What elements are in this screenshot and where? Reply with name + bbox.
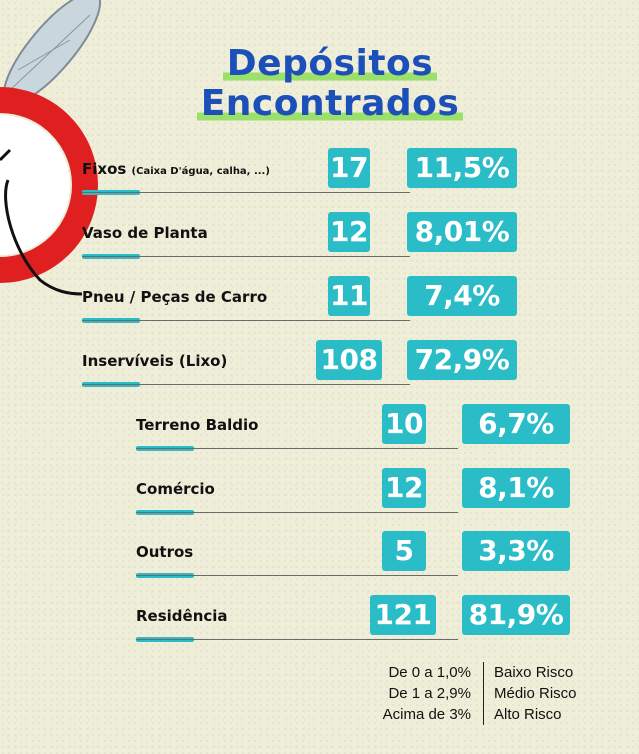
- row-divider: [136, 575, 458, 576]
- legend-range: De 1 a 2,9%: [330, 683, 484, 704]
- percent-badge: 81,9%: [462, 595, 570, 635]
- warning-sign-icon: [0, 87, 98, 283]
- count-badge: 108: [316, 340, 382, 380]
- row-divider: [136, 639, 458, 640]
- legend-range: De 0 a 1,0%: [330, 662, 484, 683]
- row-divider: [82, 192, 410, 193]
- row-label: Fixos (Caixa D'água, calha, ...): [82, 160, 270, 178]
- page-title: Depósitos Encontrados: [180, 43, 480, 124]
- count-badge: 12: [328, 212, 370, 252]
- row-divider: [136, 448, 458, 449]
- list-item: Outros 5 3,3%: [136, 531, 576, 581]
- percent-badge: 7,4%: [407, 276, 517, 316]
- legend-risk: Baixo Risco: [494, 664, 574, 681]
- list-item: Vaso de Planta 12 8,01%: [82, 212, 522, 262]
- row-label: Pneu / Peças de Carro: [82, 288, 268, 306]
- count-badge: 121: [370, 595, 436, 635]
- count-badge: 12: [382, 468, 426, 508]
- row-label: Comércio: [136, 480, 215, 498]
- list-item: Inservíveis (Lixo) 108 72,9%: [82, 340, 522, 390]
- percent-badge: 72,9%: [407, 340, 517, 380]
- percent-badge: 3,3%: [462, 531, 570, 571]
- title-line-2: Encontrados: [196, 83, 464, 124]
- count-badge: 5: [382, 531, 426, 571]
- row-label: Terreno Baldio: [136, 416, 259, 434]
- list-item: Pneu / Peças de Carro 11 7,4%: [82, 276, 522, 326]
- percent-badge: 11,5%: [407, 148, 517, 188]
- legend-range: Acima de 3%: [330, 704, 484, 725]
- row-divider: [82, 256, 410, 257]
- percent-badge: 6,7%: [462, 404, 570, 444]
- row-label: Outros: [136, 543, 194, 561]
- row-sublabel: (Caixa D'água, calha, ...): [131, 166, 270, 177]
- risk-legend: De 0 a 1,0% Baixo Risco De 1 a 2,9% Médi…: [330, 662, 620, 725]
- legend-row: Acima de 3% Alto Risco: [330, 704, 620, 725]
- list-item: Terreno Baldio 10 6,7%: [136, 404, 576, 454]
- legend-row: De 1 a 2,9% Médio Risco: [330, 683, 620, 704]
- list-item: Residência 121 81,9%: [136, 595, 576, 645]
- percent-badge: 8,01%: [407, 212, 517, 252]
- row-divider: [136, 512, 458, 513]
- count-badge: 11: [328, 276, 370, 316]
- row-divider: [82, 320, 410, 321]
- list-item: Fixos (Caixa D'água, calha, ...) 17 11,5…: [82, 148, 522, 198]
- legend-risk: Médio Risco: [494, 685, 577, 702]
- mosquito-warning-illustration: [0, 0, 102, 296]
- row-label: Inservíveis (Lixo): [82, 352, 228, 370]
- percent-badge: 8,1%: [462, 468, 570, 508]
- title-line-1: Depósitos: [222, 43, 438, 84]
- row-divider: [82, 384, 410, 385]
- row-label: Vaso de Planta: [82, 224, 208, 242]
- count-badge: 17: [328, 148, 370, 188]
- list-item: Comércio 12 8,1%: [136, 468, 576, 518]
- legend-row: De 0 a 1,0% Baixo Risco: [330, 662, 620, 683]
- legend-risk: Alto Risco: [494, 706, 562, 723]
- count-badge: 10: [382, 404, 426, 444]
- row-label: Residência: [136, 607, 228, 625]
